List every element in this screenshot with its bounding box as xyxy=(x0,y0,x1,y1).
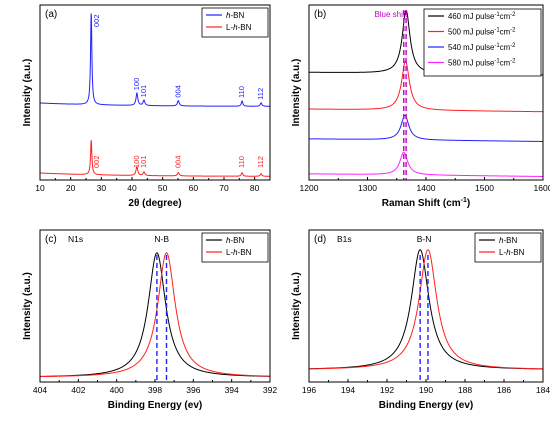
peak-label: 112 xyxy=(256,88,265,100)
x-tick-label: 400 xyxy=(110,385,124,395)
x-tick-label: 402 xyxy=(71,385,85,395)
series-line-0 xyxy=(40,13,270,107)
series-line-3 xyxy=(309,151,543,177)
panel-3: 196 194 192 190 188 186 184 Binding Energy (ev)… xyxy=(291,229,550,411)
series-line-1 xyxy=(40,252,270,378)
series-line-0 xyxy=(309,249,543,370)
peak-label: 110 xyxy=(237,86,246,98)
x-axis-label: Raman Shift (cm-1) xyxy=(382,197,470,209)
x-tick-label: 392 xyxy=(263,385,277,395)
peak-label: 101 xyxy=(139,85,148,98)
legend-box xyxy=(474,232,542,263)
x-tick-label: 1200 xyxy=(300,183,319,193)
blue-shift-annotation: Blue shift xyxy=(374,10,408,19)
series-line-1 xyxy=(40,140,270,177)
peak-assignment-label: B-N xyxy=(417,234,432,244)
peak-label: 100 xyxy=(132,155,141,168)
y-axis-label: Intensity (a.u.) xyxy=(22,59,33,127)
x-axis-label: Binding Energy (ev) xyxy=(379,400,473,411)
y-axis-label: Intensity (a.u.) xyxy=(291,59,302,127)
x-tick-label: 1300 xyxy=(358,183,377,193)
y-axis-label: Intensity (a.u.) xyxy=(22,272,33,340)
legend: h-BN L-h-BN xyxy=(201,7,269,38)
legend-label: h-BN xyxy=(226,11,244,20)
series-line-0 xyxy=(40,252,270,377)
panel-2: 404 402 400 398 396 394 392 Binding Energy (ev)… xyxy=(22,229,277,411)
x-tick-label: 184 xyxy=(536,385,550,395)
legend-label: L-h-BN xyxy=(226,23,252,32)
peak-label: 004 xyxy=(173,155,182,168)
y-axis-label: Intensity (a.u.) xyxy=(291,272,302,340)
traces xyxy=(309,249,543,370)
series-line-2 xyxy=(309,114,543,142)
legend-label: L-h-BN xyxy=(499,248,525,257)
x-tick-label: 60 xyxy=(189,183,199,193)
panel-letter: (c) xyxy=(45,234,57,245)
legend: h-BN L-h-BN xyxy=(474,232,542,263)
legend-box xyxy=(201,232,269,263)
x-axis-label: Binding Energy (ev) xyxy=(108,400,202,411)
core-level-label: B1s xyxy=(337,234,352,244)
x-tick-label: 190 xyxy=(419,385,433,395)
legend-box xyxy=(201,7,269,38)
x-tick-label: 186 xyxy=(497,385,511,395)
x-tick-label: 1600 xyxy=(534,183,550,193)
panel-1: 1200 1300 1400 1500 1600 Raman Shift (cm-1) In… xyxy=(291,4,550,209)
x-tick-label: 80 xyxy=(250,183,260,193)
panel-letter: (b) xyxy=(314,9,326,20)
legend-label: L-h-BN xyxy=(226,248,252,257)
peak-label: 112 xyxy=(256,156,265,168)
legend-label: 580 mJ pulse-1cm-2 xyxy=(448,59,516,68)
x-tick-label: 396 xyxy=(186,385,200,395)
x-tick-label: 194 xyxy=(341,385,355,395)
peak-label: 100 xyxy=(132,78,141,91)
traces xyxy=(40,13,270,177)
x-tick-label: 1500 xyxy=(475,183,494,193)
x-tick-label: 70 xyxy=(219,183,229,193)
x-tick-label: 404 xyxy=(33,385,47,395)
legend-label: h-BN xyxy=(499,236,517,245)
x-tick-label: 196 xyxy=(302,385,316,395)
legend-box xyxy=(423,8,542,77)
plot-frame xyxy=(39,4,271,181)
legend: h-BN L-h-BN xyxy=(201,232,269,263)
peak-label: 004 xyxy=(173,85,182,98)
x-tick-label: 1400 xyxy=(417,183,436,193)
traces xyxy=(40,252,270,378)
peak-label: 101 xyxy=(139,155,148,168)
x-tick-label: 192 xyxy=(380,385,394,395)
series-line-1 xyxy=(309,249,543,370)
legend-label: h-BN xyxy=(226,236,244,245)
peak-assignment-label: N-B xyxy=(154,234,169,244)
x-tick-label: 10 xyxy=(35,183,45,193)
x-tick-label: 398 xyxy=(148,385,162,395)
legend-label: 460 mJ pulse-1cm-2 xyxy=(448,12,516,21)
panel-letter: (a) xyxy=(45,9,57,20)
peak-label: 002 xyxy=(92,14,101,27)
legend: 460 mJ pulse-1cm-2 500 mJ pulse-1cm-2 540 … xyxy=(423,8,542,77)
x-tick-label: 394 xyxy=(225,385,239,395)
panel-letter: (d) xyxy=(314,234,326,245)
x-tick-label: 30 xyxy=(97,183,107,193)
x-tick-label: 50 xyxy=(158,183,168,193)
core-level-label: N1s xyxy=(68,234,83,244)
series-line-1 xyxy=(309,60,543,113)
legend-label: 500 mJ pulse-1cm-2 xyxy=(448,28,516,37)
peak-label: 110 xyxy=(237,156,246,168)
peak-label: 002 xyxy=(92,155,101,168)
x-tick-label: 188 xyxy=(458,385,472,395)
x-tick-label: 20 xyxy=(66,183,76,193)
legend-label: 540 mJ pulse-1cm-2 xyxy=(448,43,516,52)
x-tick-label: 40 xyxy=(127,183,137,193)
x-axis-label: 2θ (degree) xyxy=(128,198,181,209)
